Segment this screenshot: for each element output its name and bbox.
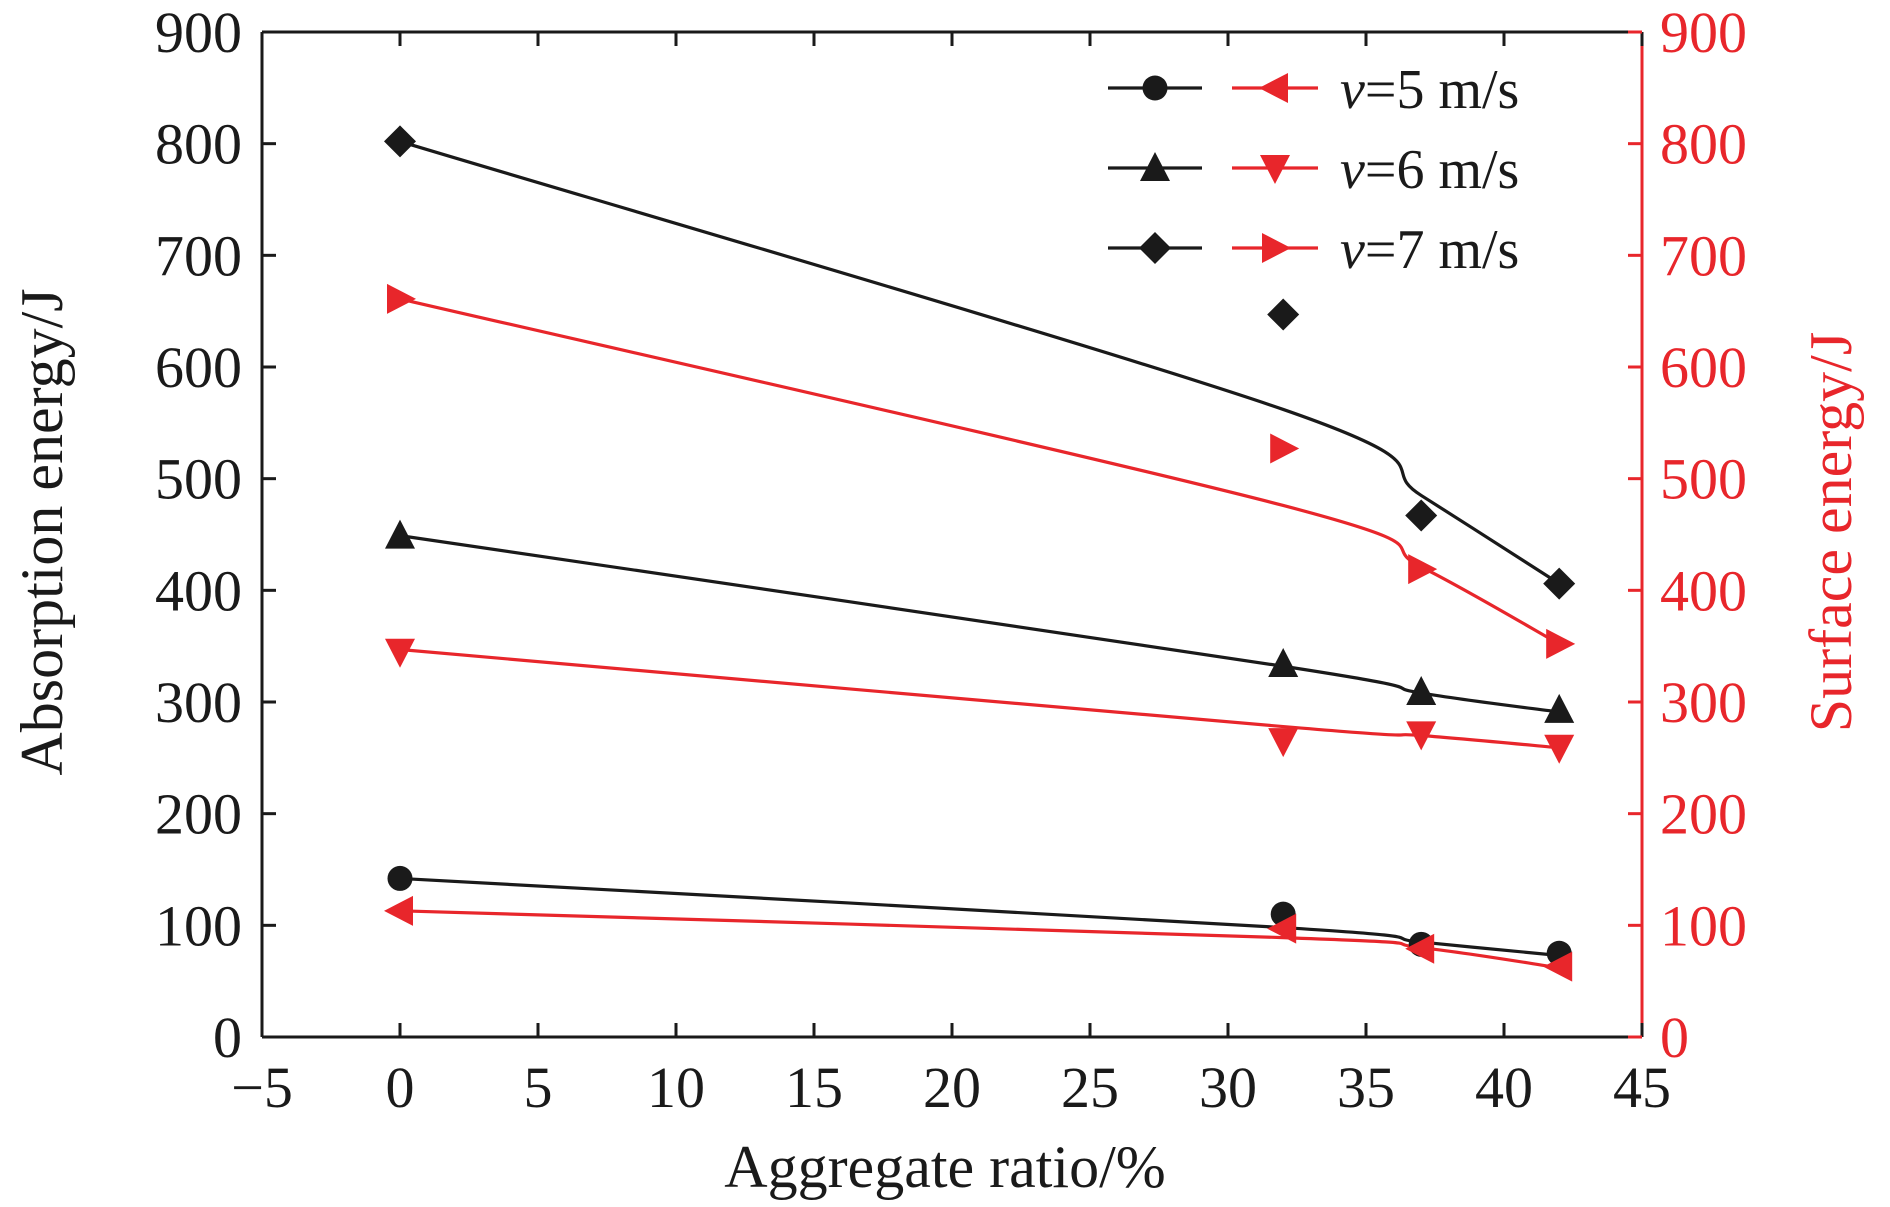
surface-data-point <box>387 283 416 314</box>
absorption-data-point <box>1405 499 1438 532</box>
right-y-axis-title: Surface energy/J <box>1798 332 1864 732</box>
right-y-tick-label: 300 <box>1660 670 1747 735</box>
absorption-data-point <box>1406 675 1437 705</box>
right-y-tick-label: 900 <box>1660 0 1747 65</box>
surface-data-point <box>1408 554 1438 585</box>
surface-data-point <box>1270 433 1300 464</box>
x-tick-label: 35 <box>1337 1055 1395 1120</box>
absorption-data-point <box>1267 298 1300 331</box>
x-tick-label: 0 <box>386 1055 415 1120</box>
surface-data-point <box>1406 721 1437 751</box>
x-tick-label: 30 <box>1199 1055 1257 1120</box>
surface-fit-line <box>399 647 1560 750</box>
left-y-tick-label: 900 <box>155 0 242 65</box>
right-y-tick-label: 700 <box>1660 223 1747 288</box>
left-y-tick-label: 400 <box>155 558 242 623</box>
x-tick-label: 40 <box>1475 1055 1533 1120</box>
x-tick-label: −5 <box>231 1055 293 1120</box>
legend-marker-surface <box>1260 155 1290 184</box>
right-y-tick-label: 600 <box>1660 335 1747 400</box>
x-tick-label: 25 <box>1061 1055 1119 1120</box>
absorption-fit-line <box>399 139 1561 585</box>
absorption-data-point <box>1543 567 1576 600</box>
legend-label: v=6 m/s <box>1340 139 1519 201</box>
right-y-tick-label: 400 <box>1660 558 1747 623</box>
x-tick-label: 20 <box>923 1055 981 1120</box>
surface-data-point <box>1267 913 1297 944</box>
surface-data-point <box>1268 728 1299 758</box>
surface-data-point <box>385 638 415 668</box>
left-y-axis-title: Absorption energy/J <box>9 288 75 775</box>
left-y-tick-label: 600 <box>155 335 242 400</box>
left-y-tick-label: 100 <box>155 893 242 958</box>
right-y-tick-label: 200 <box>1660 782 1747 847</box>
x-tick-label: 15 <box>785 1055 843 1120</box>
surface-data-point <box>1405 933 1435 964</box>
left-y-tick-label: 300 <box>155 670 242 735</box>
legend: v=5 m/s v=6 m/s v=7 m/s <box>1108 59 1519 281</box>
absorption-fit-line <box>399 534 1560 714</box>
legend-marker-surface <box>1259 73 1288 103</box>
left-y-tick-label: 700 <box>155 223 242 288</box>
right-y-tick-label: 800 <box>1660 112 1747 177</box>
data-markers <box>384 125 1576 982</box>
surface-data-point <box>1543 951 1573 982</box>
absorption-data-point <box>384 125 416 158</box>
legend-marker-absorption <box>1140 152 1170 181</box>
legend-label: v=7 m/s <box>1340 219 1519 281</box>
legend-marker-absorption <box>1142 75 1168 101</box>
x-tick-label: 5 <box>524 1055 553 1120</box>
surface-fit-line <box>399 909 1560 970</box>
absorption-data-point <box>1268 648 1299 678</box>
legend-marker-absorption <box>1139 232 1171 264</box>
absorption-data-point <box>385 519 415 549</box>
right-y-tick-label: 500 <box>1660 447 1747 512</box>
left-y-tick-label: 800 <box>155 112 242 177</box>
legend-marker-surface <box>1262 233 1291 263</box>
right-y-tick-label: 0 <box>1660 1005 1689 1070</box>
absorption-data-point <box>387 865 413 891</box>
left-y-tick-label: 500 <box>155 447 242 512</box>
absorption-data-point <box>1544 693 1575 723</box>
x-axis-title: Aggregate ratio/% <box>724 1134 1165 1200</box>
legend-label: v=5 m/s <box>1340 59 1519 121</box>
x-tick-label: 10 <box>647 1055 705 1120</box>
right-y-tick-label: 100 <box>1660 893 1747 958</box>
surface-data-point <box>1546 628 1576 659</box>
left-y-tick-label: 0 <box>213 1005 242 1070</box>
x-tick-label: 45 <box>1613 1055 1671 1120</box>
surface-data-point <box>1544 734 1575 764</box>
left-y-tick-label: 200 <box>155 782 242 847</box>
surface-data-point <box>384 895 413 926</box>
surface-fit-line <box>399 297 1560 646</box>
